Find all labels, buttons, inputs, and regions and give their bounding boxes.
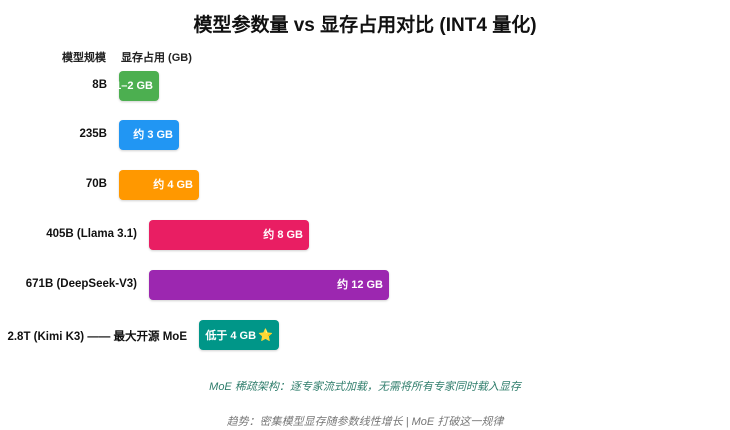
bar-value-label: 约 12 GB <box>337 270 383 300</box>
category-label: 8B <box>92 79 107 91</box>
bar: 约 3 GB <box>119 120 179 150</box>
category-label: 70B <box>85 178 107 190</box>
chart-title: 模型参数量 vs 显存占用对比 (INT4 量化) <box>193 15 537 36</box>
category-label: 235B <box>79 128 108 140</box>
bar-value-label: 低于 4 GB ⭐ <box>205 320 273 351</box>
bar: 约 4 GB <box>119 170 199 200</box>
moe-note: MoE 稀疏架构：逐专家流式加载，无需将所有专家同时载入显存 <box>209 381 521 393</box>
star-icon: ⭐ <box>258 328 273 342</box>
bar-value-label: 约 3 GB <box>133 120 173 150</box>
bar-value-text: 约 8 GB <box>263 229 303 241</box>
trend-note: 趋势：密集模型显存随参数线性增长 | MoE 打破这一规律 <box>226 416 504 428</box>
column-header-memory: 显存占用 (GB) <box>121 52 192 64</box>
bar: 约 8 GB <box>149 220 309 250</box>
bar-value-text: 约 4 GB <box>153 179 193 191</box>
bar: 低于 4 GB ⭐ <box>199 320 279 350</box>
column-header-model: 模型规模 <box>62 52 106 64</box>
category-label: 2.8T (Kimi K3) —— 最大开源 MoE <box>7 331 187 343</box>
bar-value-text: 1–2 GB <box>115 80 153 92</box>
bar: 1–2 GB <box>115 71 159 101</box>
bar-value-label: 约 8 GB <box>263 220 303 250</box>
category-label: 671B (DeepSeek-V3) <box>25 278 137 290</box>
bar-value-label: 约 4 GB <box>153 170 193 200</box>
bar-value-label: 1–2 GB <box>115 71 153 101</box>
bar-value-text: 低于 4 GB <box>205 330 257 342</box>
category-label: 405B (Llama 3.1) <box>46 228 137 240</box>
bar-value-text: 约 12 GB <box>337 279 383 291</box>
bar: 约 12 GB <box>149 270 389 300</box>
bar-value-text: 约 3 GB <box>133 129 173 141</box>
